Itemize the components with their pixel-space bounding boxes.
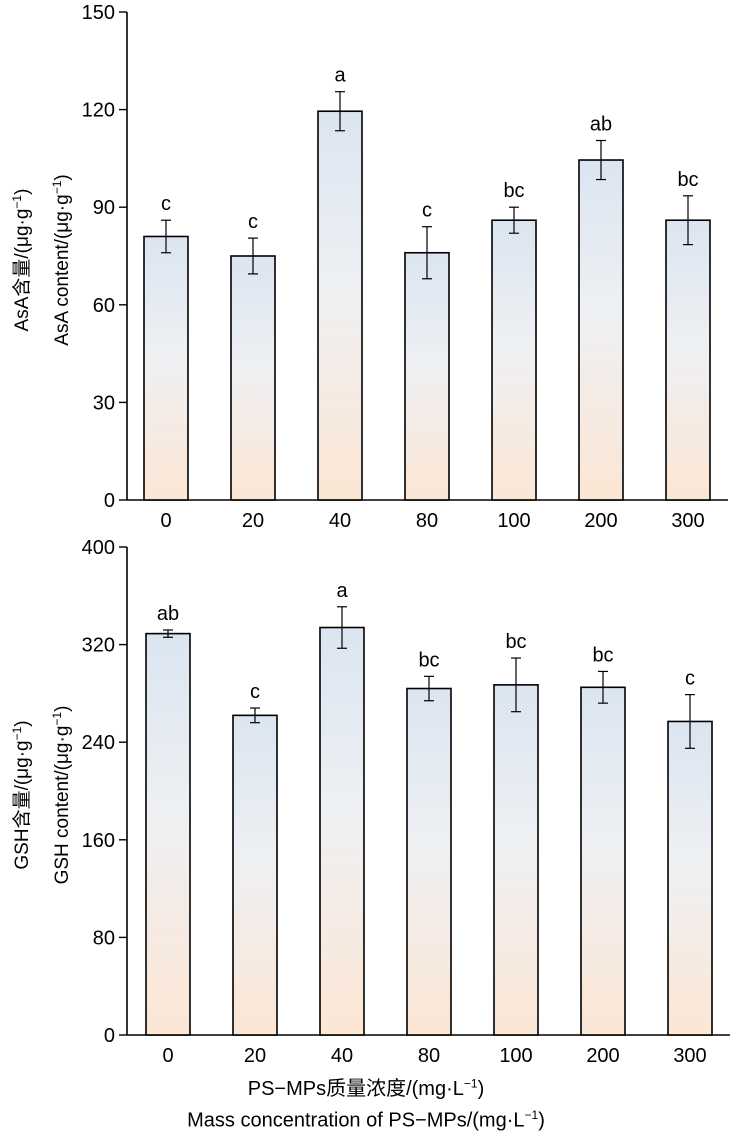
gsh-bar: [406, 687, 452, 1036]
gsh-x-tick-label: 40: [331, 1045, 353, 1067]
asa-y-axis-title-en: AsA content/(μg·g−1): [50, 174, 73, 345]
gsh-significance-label: ab: [157, 603, 179, 625]
asa-x-tick-label: 300: [671, 510, 704, 532]
asa-significance-label: bc: [503, 180, 524, 202]
x-axis-title-en: Mass concentration of PS−MPs/(mg·L−1): [187, 1108, 545, 1132]
gsh-y-tick-label: 80: [93, 927, 115, 949]
gsh-y-axis-title-cn: GSH含量/(μg·g−1): [10, 720, 33, 869]
gsh-y-axis-title-en: GSH content/(μg·g−1): [50, 706, 73, 885]
asa-significance-label: c: [161, 193, 171, 215]
asa-bar: [230, 255, 276, 501]
asa-bar: [578, 159, 624, 501]
gsh-y-tick-label: 0: [104, 1025, 115, 1047]
asa-y-tick-label: 60: [93, 295, 115, 317]
asa-bar: [143, 235, 189, 501]
gsh-bar: [232, 714, 278, 1036]
asa-y-tick-label: 30: [93, 392, 115, 414]
gsh-x-tick-label: 200: [586, 1045, 619, 1067]
asa-significance-label: bc: [677, 169, 698, 191]
asa-x-tick-label: 100: [497, 510, 530, 532]
asa-y-tick-label: 0: [104, 490, 115, 512]
asa-x-tick-label: 0: [160, 510, 171, 532]
x-axis-title-cn: PS−MPs质量浓度/(mg·L−1): [247, 1076, 485, 1100]
asa-y-tick-label: 90: [93, 197, 115, 219]
asa-significance-label: c: [248, 211, 258, 233]
asa-x-tick-label: 40: [329, 510, 351, 532]
asa-bar: [404, 251, 450, 501]
gsh-y-tick-label: 160: [82, 830, 115, 852]
gsh-bar: [580, 686, 626, 1036]
gsh-significance-label: a: [336, 580, 348, 602]
gsh-x-tick-label: 300: [673, 1045, 706, 1067]
asa-y-tick-label: 150: [82, 2, 115, 24]
gsh-x-tick-label: 80: [418, 1045, 440, 1067]
gsh-bar: [667, 720, 713, 1036]
asa-x-tick-label: 20: [242, 510, 264, 532]
asa-significance-label: ab: [590, 114, 612, 136]
gsh-x-tick-label: 20: [244, 1045, 266, 1067]
gsh-chart: 0 80 160 240 320 400 ab 0 c 20 a 40 bc 80 bc 100 bc 200 c 3…: [10, 537, 730, 1067]
asa-bar: [491, 219, 537, 501]
gsh-y-tick-label: 240: [82, 732, 115, 754]
gsh-significance-label: c: [250, 681, 260, 703]
gsh-significance-label: c: [685, 668, 695, 690]
gsh-x-tick-label: 0: [162, 1045, 173, 1067]
asa-chart: 0 30 60 90 120 150 c 0 c 20 a 40 c 80 bc 100 ab 200 bc 300 A…: [10, 2, 728, 532]
gsh-significance-label: bc: [505, 631, 526, 653]
gsh-bar: [319, 626, 365, 1036]
asa-y-tick-label: 120: [82, 100, 115, 122]
gsh-significance-label: bc: [592, 644, 613, 666]
gsh-bar: [145, 632, 191, 1036]
gsh-x-tick-label: 100: [499, 1045, 532, 1067]
asa-significance-label: a: [334, 65, 346, 87]
asa-y-axis-title-cn: AsA含量/(μg·g−1): [10, 189, 33, 332]
gsh-bar: [493, 684, 539, 1036]
asa-x-tick-label: 80: [416, 510, 438, 532]
asa-bar: [665, 219, 711, 501]
gsh-significance-label: bc: [418, 649, 439, 671]
gsh-y-tick-label: 400: [82, 537, 115, 559]
asa-bar: [317, 110, 363, 501]
asa-significance-label: c: [422, 200, 432, 222]
gsh-y-tick-label: 320: [82, 635, 115, 657]
asa-x-tick-label: 200: [584, 510, 617, 532]
